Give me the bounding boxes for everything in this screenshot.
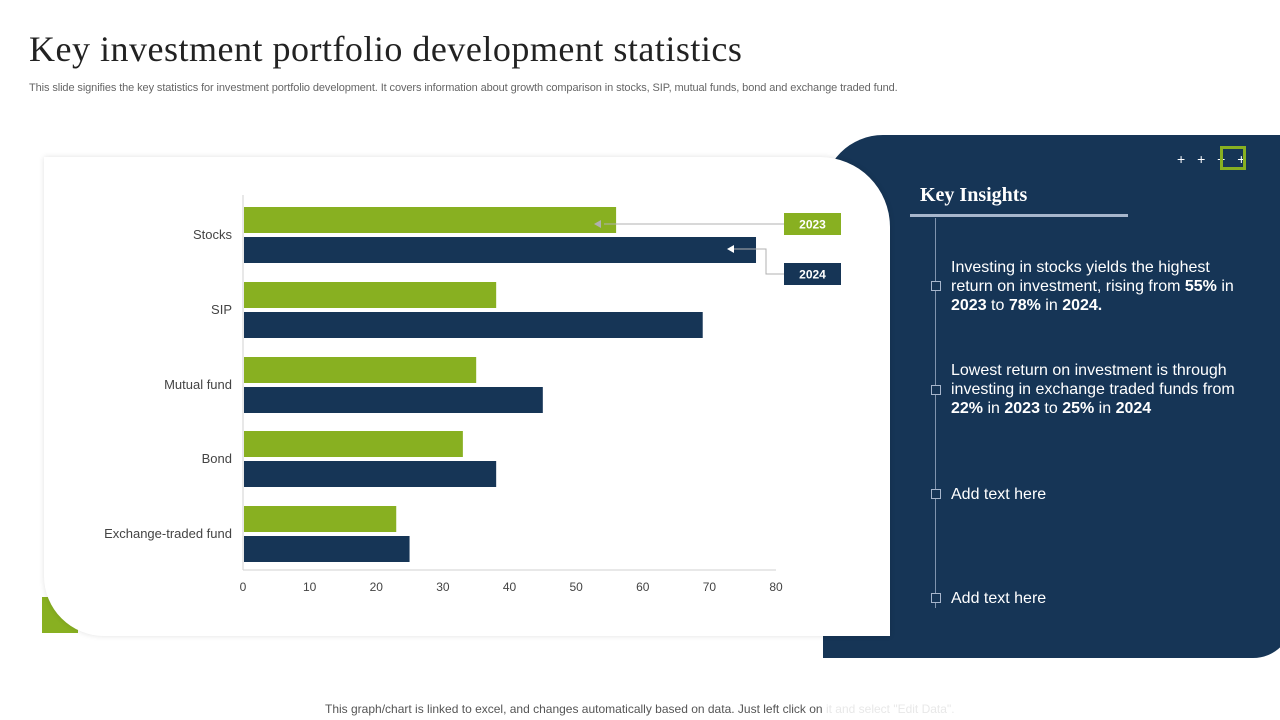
bar-sip-2024 <box>244 312 703 338</box>
insight-fragment: Investing in stocks yields the highest r… <box>951 259 1210 295</box>
insights-divider <box>910 214 1128 217</box>
bar-mutual-fund-2024 <box>244 387 543 413</box>
footer-faint-text: it and select "Edit Data". <box>825 702 955 716</box>
category-label: Mutual fund <box>164 377 232 392</box>
plus-box-icon <box>1220 146 1246 170</box>
insights-panel <box>823 135 1280 658</box>
bar-exchange-traded-fund-2023 <box>244 506 397 532</box>
x-tick-label: 10 <box>303 580 317 594</box>
legend-swatch-2024 <box>784 263 841 285</box>
arrow-2023-icon <box>594 220 601 228</box>
insight-fragment: 2023 <box>1004 400 1040 417</box>
legend-callout-line-2024 <box>734 248 784 275</box>
bar-stocks-2023 <box>244 207 617 233</box>
x-tick-label: 50 <box>569 580 583 594</box>
x-tick-label: 70 <box>703 580 717 594</box>
page-title: Key investment portfolio development sta… <box>29 29 743 69</box>
arrow-2024-icon <box>727 245 734 253</box>
page-subtitle: This slide signifies the key statistics … <box>29 82 898 94</box>
category-label: Bond <box>202 451 232 466</box>
x-tick-label: 0 <box>240 580 247 594</box>
insight-text-1[interactable]: Investing in stocks yields the highest r… <box>951 258 1241 315</box>
legend-label: 2023 <box>799 218 826 232</box>
footer-note: This graph/chart is linked to excel, and… <box>325 702 955 716</box>
footer-text: This graph/chart is linked to excel, and… <box>325 702 826 716</box>
insight-fragment: 55% <box>1184 278 1217 295</box>
insight-fragment: 2024. <box>1062 297 1103 314</box>
category-label: SIP <box>211 302 232 317</box>
insight-fragment: 78% <box>1008 297 1041 314</box>
x-tick-label: 20 <box>370 580 384 594</box>
insight-fragment: 2023 <box>951 297 987 314</box>
insight-bullet-icon <box>931 593 941 603</box>
insight-fragment: 2024 <box>1115 400 1152 417</box>
x-tick-label: 60 <box>636 580 650 594</box>
bar-chart[interactable]: Stocks SIP Mutual fund Bond Exchange-traded … <box>44 157 890 636</box>
bar-mutual-fund-2023 <box>244 357 477 383</box>
insight-fragment: Add text here <box>951 590 1047 607</box>
legend-swatch-2023 <box>784 213 841 235</box>
x-tick-label: 40 <box>503 580 517 594</box>
insight-fragment: Add text here <box>951 486 1047 503</box>
bar-bond-2024 <box>244 461 497 487</box>
insight-fragment: in <box>1094 400 1116 417</box>
timeline-line <box>935 218 936 608</box>
insight-fragment: in <box>1216 278 1234 295</box>
insight-fragment: Lowest return on investment is through i… <box>951 362 1235 398</box>
bar-bond-2023 <box>244 431 463 457</box>
insight-bullet-icon <box>931 281 941 291</box>
legend-label: 2024 <box>799 268 826 282</box>
bar-exchange-traded-fund-2024 <box>244 536 410 562</box>
x-tick-label: 30 <box>436 580 450 594</box>
plus-decoration: + + + + <box>1177 151 1250 167</box>
bar-stocks-2024 <box>244 237 757 263</box>
insight-fragment: to <box>986 297 1009 314</box>
insight-text-3[interactable]: Add text here <box>951 485 1241 504</box>
insight-fragment: in <box>1040 297 1063 314</box>
chart-card: Stocks SIP Mutual fund Bond Exchange-traded … <box>44 157 890 636</box>
insight-bullet-icon <box>931 385 941 395</box>
insight-bullet-icon <box>931 489 941 499</box>
insight-fragment: in <box>983 400 1005 417</box>
insight-text-4[interactable]: Add text here <box>951 589 1241 608</box>
category-label: Stocks <box>193 227 233 242</box>
insights-title: Key Insights <box>920 184 1028 206</box>
insight-fragment: to <box>1039 400 1063 417</box>
insight-fragment: 22% <box>951 400 984 417</box>
x-tick-label: 80 <box>769 580 783 594</box>
category-label: Exchange-traded fund <box>104 526 232 541</box>
bar-sip-2023 <box>244 282 497 308</box>
insight-text-2[interactable]: Lowest return on investment is through i… <box>951 361 1241 418</box>
insight-fragment: 25% <box>1062 400 1095 417</box>
